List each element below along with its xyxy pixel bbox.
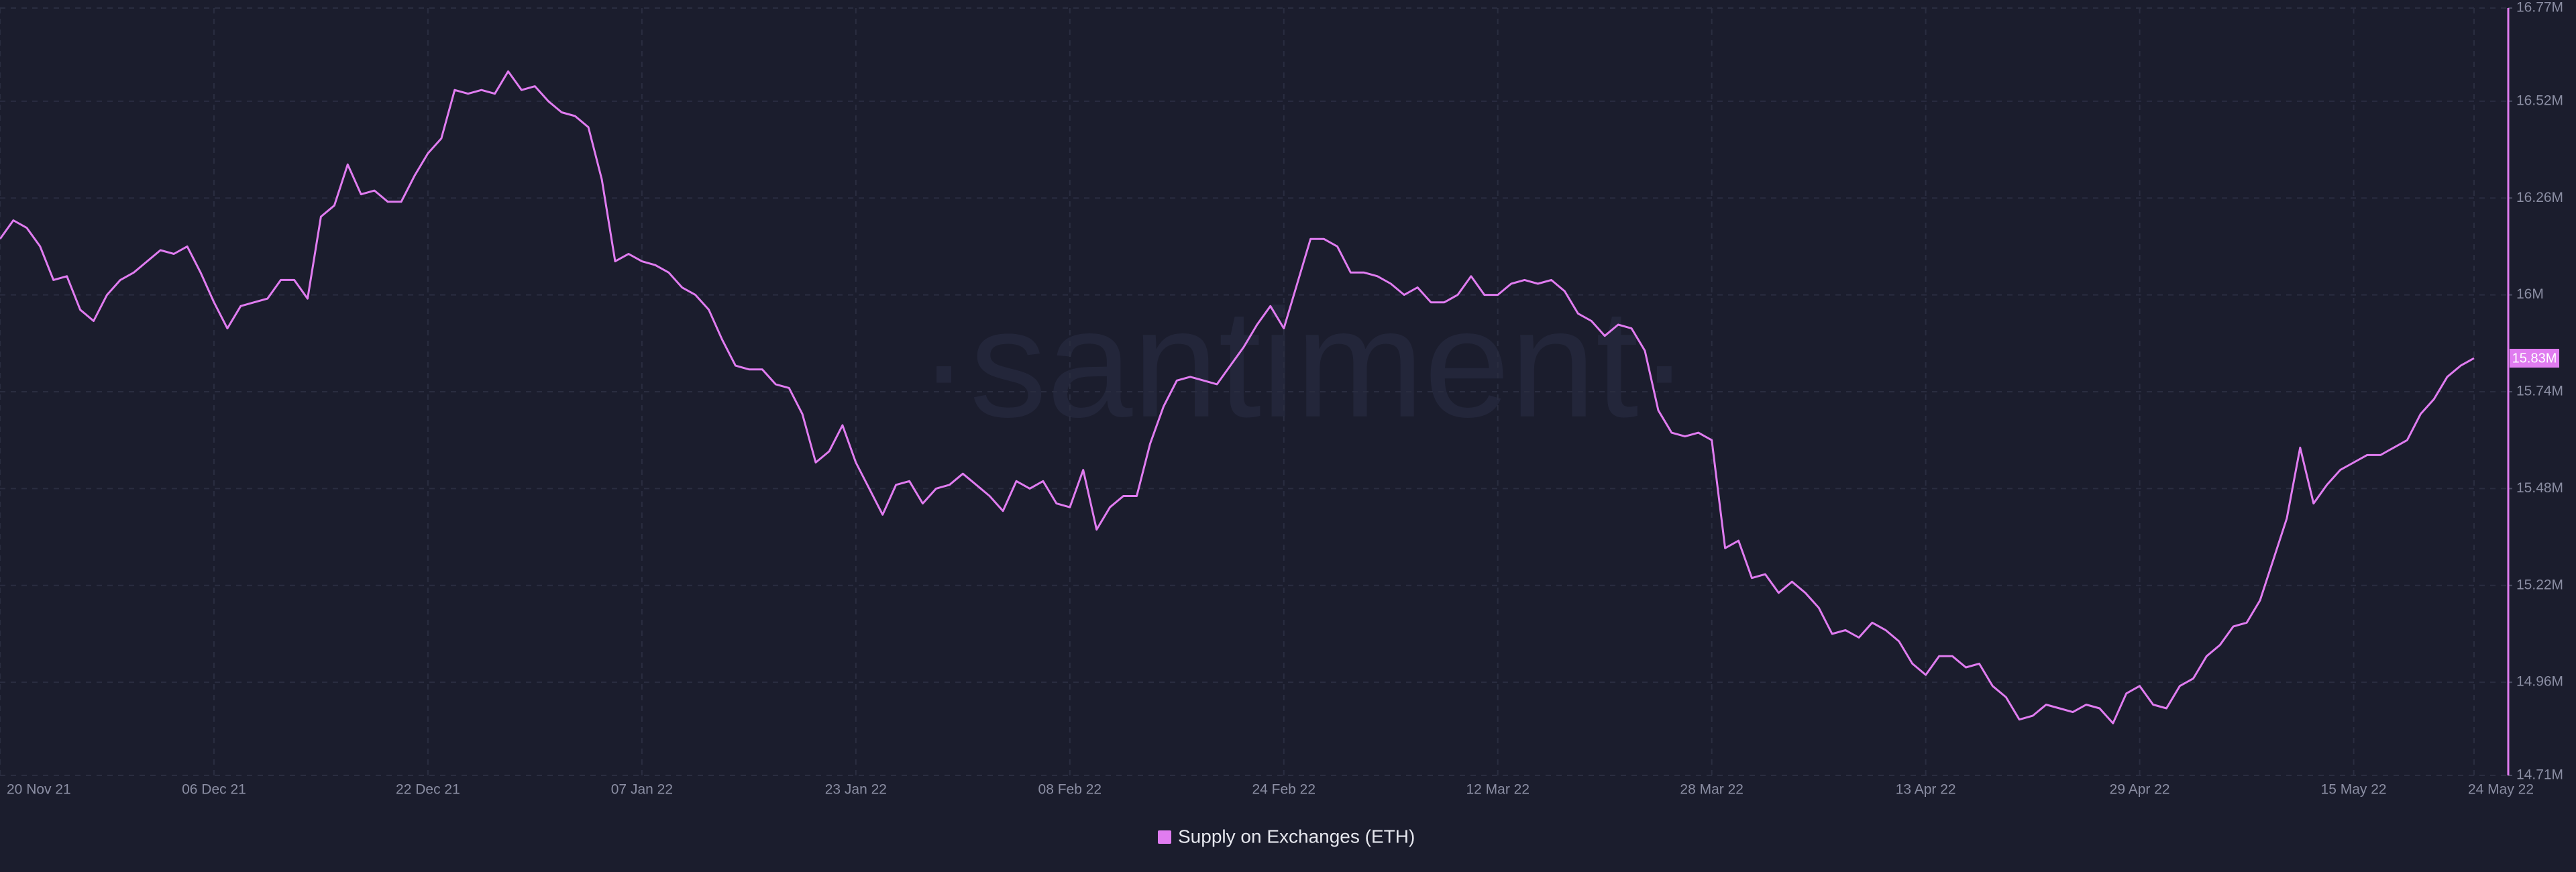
legend-swatch [1158, 830, 1171, 844]
x-tick-label: 15 May 22 [2321, 782, 2387, 798]
y-tick-label: 15.74M [2516, 384, 2563, 399]
y-tick-label: 16.52M [2516, 93, 2563, 108]
x-tick-label: 24 Feb 22 [1252, 782, 1316, 798]
y-tick-label: 16M [2516, 286, 2544, 302]
x-tick-label: 12 Mar 22 [1466, 782, 1529, 798]
y-tick-label: 15.22M [2516, 577, 2563, 592]
y-tick-label: 14.96M [2516, 674, 2563, 690]
x-tick-label: 06 Dec 21 [182, 782, 246, 798]
legend-label: Supply on Exchanges (ETH) [1178, 826, 1415, 847]
x-tick-label: 08 Feb 22 [1038, 782, 1102, 798]
watermark: ·santiment· [918, 277, 1690, 449]
x-tick-label: 29 Apr 22 [2110, 782, 2170, 798]
x-tick-label: 20 Nov 21 [7, 782, 71, 798]
y-tick-label: 14.71M [2516, 767, 2563, 783]
x-tick-label: 22 Dec 21 [396, 782, 460, 798]
y-tick-label: 16.26M [2516, 190, 2563, 205]
x-tick-label: 28 Mar 22 [1680, 782, 1743, 798]
y-tick-label: 16.77M [2516, 0, 2563, 15]
value-label-box [2510, 349, 2559, 368]
value-label: 15.83M [2512, 351, 2557, 366]
y-tick-label: 15.48M [2516, 480, 2563, 496]
x-tick-label: 13 Apr 22 [1896, 782, 1956, 798]
line [0, 70, 2475, 724]
x-tick-label: 07 Jan 22 [611, 782, 673, 798]
x-tick-label: 24 May 22 [2468, 782, 2534, 798]
x-tick-label: 23 Jan 22 [825, 782, 887, 798]
